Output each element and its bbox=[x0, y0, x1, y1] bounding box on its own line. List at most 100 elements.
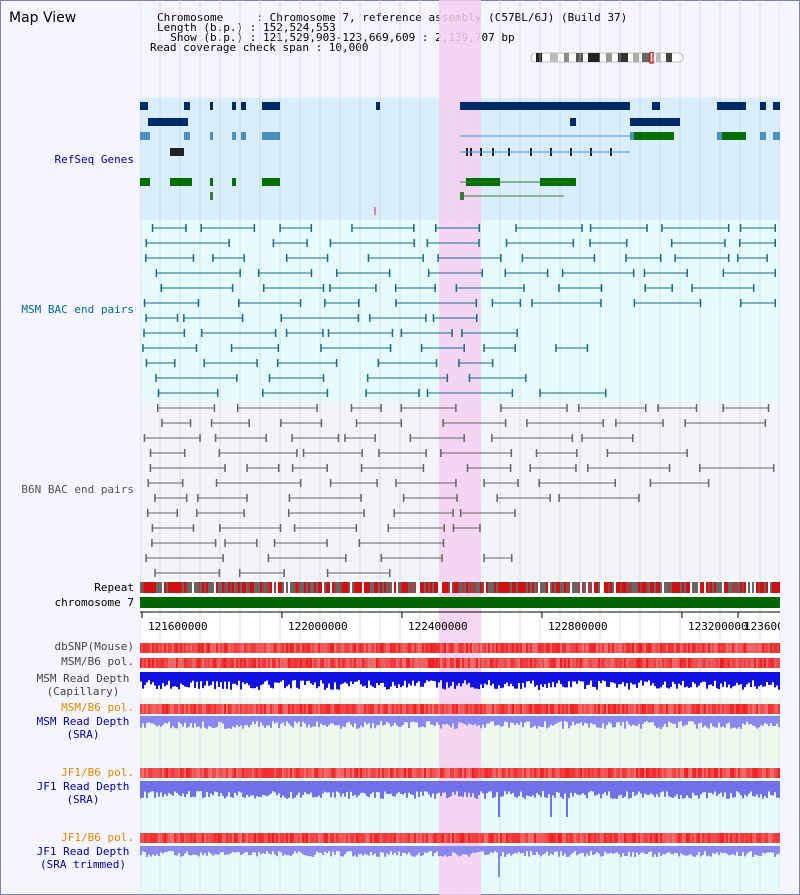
msm-sra-depth-bar bbox=[516, 716, 518, 724]
msm-capillary-depth-bar bbox=[640, 672, 642, 681]
jf1-pol-cell bbox=[758, 768, 760, 778]
dbsnp-cell bbox=[688, 643, 690, 653]
jf1-trimmed-depth-bar bbox=[488, 846, 490, 855]
msm-bac-end bbox=[200, 224, 202, 232]
repeat-block bbox=[566, 582, 568, 593]
msm-bac-end bbox=[458, 359, 460, 367]
dbsnp-cell bbox=[432, 643, 434, 653]
jf1-pol-cell bbox=[226, 768, 228, 778]
msm-pol2-cell bbox=[344, 704, 346, 714]
jf1-pol-cell bbox=[774, 768, 776, 778]
msm-pol2-cell bbox=[576, 704, 578, 714]
repeat-block bbox=[506, 582, 508, 593]
jf1-trimmed-depth-bar bbox=[706, 846, 708, 857]
msm-capillary-depth-bar bbox=[752, 672, 754, 681]
jf1-pol-cell bbox=[436, 768, 438, 778]
repeat-block bbox=[686, 582, 688, 593]
msm-capillary-depth-bar bbox=[458, 672, 460, 684]
b6n-bac-end bbox=[395, 479, 397, 487]
msm-bac-end bbox=[659, 254, 662, 262]
chromosome-ideogram[interactable] bbox=[528, 52, 686, 64]
repeat-block bbox=[326, 582, 328, 593]
dbsnp-cell bbox=[398, 643, 400, 653]
msm-bac-end bbox=[740, 299, 742, 307]
jf1-trimmed-depth-bar bbox=[452, 846, 454, 853]
dbsnp-cell bbox=[622, 643, 624, 653]
jf1-sra-depth-bar bbox=[508, 781, 510, 792]
jf1-pol2-cell bbox=[478, 833, 480, 843]
msm-pol2-cell bbox=[148, 704, 150, 714]
msm-pol2-cell bbox=[724, 704, 726, 714]
repeat-block bbox=[684, 582, 686, 593]
gene-exon bbox=[210, 132, 213, 140]
jf1-pol2-cell bbox=[482, 833, 484, 843]
msm-capillary-depth-bar bbox=[378, 672, 380, 686]
jf1-pol2-cell bbox=[212, 833, 214, 843]
msm-pol-cell bbox=[172, 658, 174, 668]
msm-pol-cell bbox=[568, 658, 570, 668]
jf1-pol2-cell bbox=[494, 833, 496, 843]
jf1-pol-cell bbox=[664, 768, 666, 778]
jf1-sra-depth-bar bbox=[684, 781, 686, 799]
jf1-trimmed-depth-bar bbox=[446, 846, 448, 857]
b6n-bac-end bbox=[483, 479, 485, 487]
repeat-block bbox=[712, 582, 714, 593]
msm-sra-depth-bar bbox=[766, 716, 768, 725]
jf1-sra-depth-bar bbox=[536, 781, 538, 793]
jf1-pol-cell bbox=[354, 768, 356, 778]
track-panel[interactable]: 121600000 122000000 122400000 122800000 1232… bbox=[140, 0, 780, 895]
msm-sra-depth-bar bbox=[360, 716, 362, 726]
msm-sra-depth-bar bbox=[200, 716, 202, 729]
msm-sra-depth-bar bbox=[566, 716, 568, 723]
jf1-pol-cell bbox=[730, 768, 732, 778]
jf1-pol2-cell bbox=[188, 833, 190, 843]
jf1-pol2-cell bbox=[520, 833, 522, 843]
repeat-block bbox=[662, 582, 664, 593]
jf1-pol2-cell bbox=[562, 833, 564, 843]
msm-sra-depth-bar bbox=[198, 716, 200, 727]
msm-sra-depth-bar bbox=[702, 716, 704, 728]
msm-pol2-cell bbox=[438, 704, 440, 714]
dbsnp-cell bbox=[626, 643, 628, 653]
msm-pol-cell bbox=[764, 658, 766, 668]
jf1-pol-cell bbox=[276, 768, 278, 778]
msm-sra-depth-bar bbox=[180, 716, 182, 724]
dbsnp-cell bbox=[588, 643, 590, 653]
dbsnp-cell bbox=[418, 643, 420, 653]
msm-pol2-cell bbox=[330, 704, 332, 714]
msm-bac-end bbox=[145, 239, 148, 247]
gene-exon bbox=[140, 102, 148, 110]
msm-capillary-depth-bar bbox=[778, 672, 780, 690]
b6n-bac-end bbox=[645, 404, 647, 412]
jf1-pol2-cell bbox=[264, 833, 266, 843]
jf1-pol2-cell bbox=[238, 833, 240, 843]
msm-pol-cell bbox=[208, 658, 210, 668]
msm-sra-depth-bar bbox=[406, 716, 408, 723]
dbsnp-cell bbox=[704, 643, 706, 653]
jf1-sra-depth-bar bbox=[316, 781, 318, 798]
msm-capillary-depth-bar bbox=[400, 672, 402, 688]
jf1-pol2-cell bbox=[536, 833, 538, 843]
msm-pol-cell bbox=[332, 658, 334, 668]
b6n-bac-end bbox=[422, 464, 425, 472]
msm-sra-depth-bar bbox=[628, 716, 630, 725]
msm-bac-end bbox=[491, 359, 494, 367]
msm-sra-depth-bar bbox=[242, 716, 244, 729]
msm-capillary-depth-bar bbox=[706, 672, 708, 689]
msm-capillary-depth-bar bbox=[696, 672, 698, 688]
msm-capillary-depth-bar bbox=[252, 672, 254, 689]
msm-capillary-depth-bar bbox=[324, 672, 326, 690]
msm-pol-cell bbox=[526, 658, 528, 668]
jf1-trimmed-depth-bar bbox=[280, 846, 282, 853]
msm-pol-cell bbox=[238, 658, 240, 668]
jf1-pol2-cell bbox=[490, 833, 492, 843]
jf1-pol2-cell bbox=[276, 833, 278, 843]
repeat-block bbox=[324, 582, 326, 593]
repeat-block bbox=[440, 582, 442, 593]
jf1-pol2-cell bbox=[432, 833, 434, 843]
jf1-pol2-cell bbox=[404, 833, 406, 843]
msm-pol-cell bbox=[688, 658, 690, 668]
jf1-pol-cell bbox=[522, 768, 524, 778]
jf1-pol-cell bbox=[726, 768, 728, 778]
msm-sra-depth-bar bbox=[260, 716, 262, 723]
